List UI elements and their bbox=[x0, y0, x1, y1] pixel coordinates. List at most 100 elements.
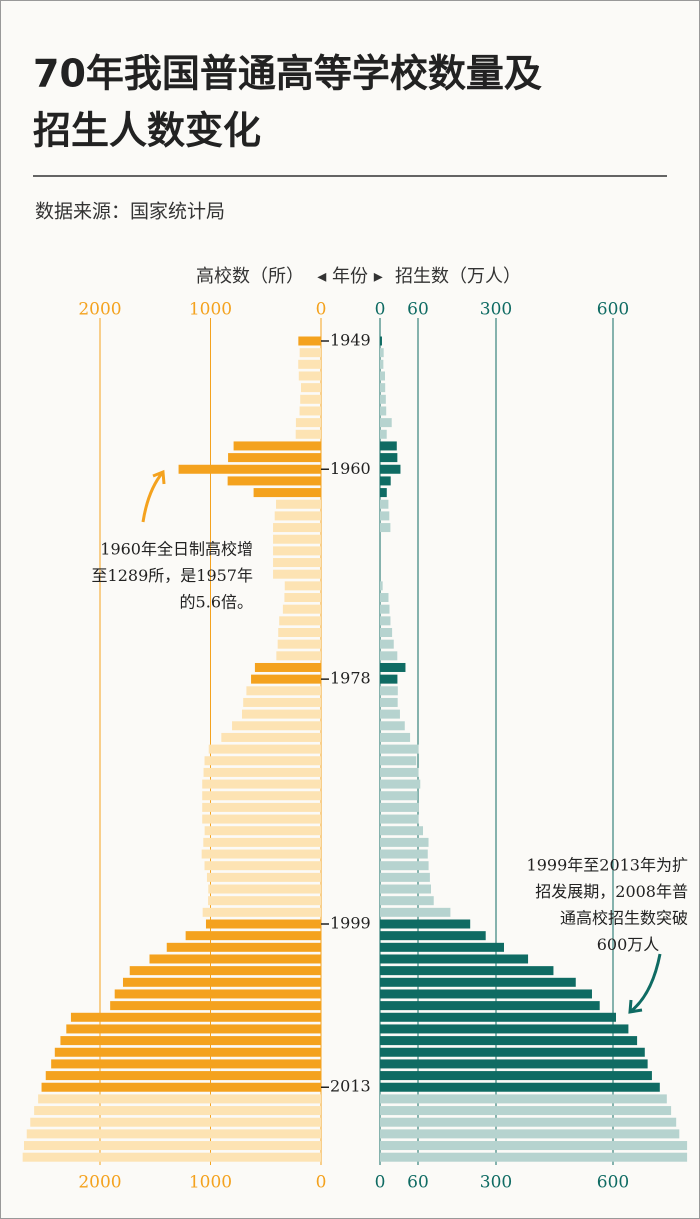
y-tick-label: 2013 bbox=[330, 1077, 371, 1096]
bar bbox=[380, 1036, 638, 1046]
bar bbox=[51, 1059, 322, 1069]
bar bbox=[54, 1047, 321, 1057]
bar bbox=[299, 348, 321, 358]
bar bbox=[253, 488, 321, 498]
bar bbox=[22, 1152, 322, 1162]
bar bbox=[70, 1012, 321, 1022]
bar bbox=[380, 628, 393, 637]
bar bbox=[380, 849, 428, 859]
bar bbox=[279, 616, 321, 626]
bar bbox=[380, 441, 397, 451]
bar bbox=[273, 569, 321, 579]
bar bbox=[380, 604, 390, 614]
bar bbox=[380, 651, 398, 661]
bar bbox=[41, 1082, 321, 1092]
bar bbox=[38, 1094, 322, 1104]
bar bbox=[277, 639, 321, 649]
bar bbox=[380, 989, 592, 999]
plot: 0 0 1000 1000 2000 2000 0 0 60 60 300 300 600 600 1949… bbox=[22, 300, 688, 1193]
bar bbox=[380, 744, 419, 754]
bar bbox=[380, 1094, 667, 1104]
bar bbox=[202, 814, 321, 824]
x-tick-label: 0 bbox=[316, 300, 327, 320]
bar bbox=[380, 476, 391, 486]
bar bbox=[34, 1106, 321, 1116]
left-axis-label: 高校数（所） bbox=[196, 266, 304, 287]
bar bbox=[380, 896, 434, 906]
bar bbox=[380, 1001, 600, 1011]
bar bbox=[380, 779, 421, 789]
bar bbox=[380, 1117, 677, 1127]
bar bbox=[380, 511, 390, 521]
x2-tick-label: 0 bbox=[375, 1173, 386, 1193]
source: 数据来源：国家统计局 bbox=[35, 201, 225, 223]
bar bbox=[380, 826, 424, 836]
bar bbox=[380, 756, 417, 766]
bar bbox=[380, 732, 411, 742]
bar bbox=[203, 767, 321, 777]
bar bbox=[380, 919, 471, 929]
bar bbox=[273, 534, 321, 544]
bar bbox=[208, 884, 321, 894]
bar bbox=[122, 977, 321, 987]
x-tick-label: 2000 bbox=[78, 300, 121, 320]
bar bbox=[380, 1024, 629, 1034]
bar bbox=[273, 546, 321, 556]
bar bbox=[380, 464, 401, 474]
bar bbox=[273, 558, 321, 568]
bar bbox=[298, 336, 321, 346]
bar bbox=[295, 418, 321, 428]
bar bbox=[221, 732, 321, 742]
bar bbox=[241, 709, 321, 719]
annotation: 至1289所，是1957年 bbox=[92, 566, 253, 585]
bar bbox=[380, 371, 386, 381]
bar bbox=[129, 966, 321, 976]
bar bbox=[380, 767, 419, 777]
bar bbox=[380, 872, 430, 882]
bar bbox=[380, 1012, 617, 1022]
bar bbox=[66, 1024, 321, 1034]
bar bbox=[273, 523, 321, 533]
annotation: 1999年至2013年为扩 bbox=[527, 856, 688, 875]
bar bbox=[243, 697, 321, 707]
chart-title-2: 招生人数变化 bbox=[33, 109, 261, 153]
bar bbox=[380, 593, 389, 603]
bar bbox=[380, 686, 398, 696]
bar bbox=[380, 499, 389, 509]
annotation: 1960年全日制高校增 bbox=[100, 540, 253, 559]
bar bbox=[278, 628, 321, 637]
bar bbox=[201, 849, 321, 859]
bar bbox=[251, 674, 321, 684]
x-tick-label: 1000 bbox=[189, 1173, 232, 1193]
bar bbox=[203, 837, 321, 847]
bar bbox=[204, 861, 321, 871]
bar bbox=[380, 523, 391, 533]
bar bbox=[380, 406, 387, 416]
bar bbox=[202, 791, 321, 801]
bar bbox=[380, 1047, 645, 1057]
bar bbox=[298, 359, 321, 369]
bar bbox=[274, 511, 321, 521]
bar bbox=[284, 593, 321, 603]
bar bbox=[380, 348, 384, 358]
bar bbox=[206, 872, 321, 882]
bar bbox=[380, 954, 529, 964]
bar bbox=[380, 1106, 672, 1116]
bar bbox=[380, 418, 392, 428]
bar bbox=[380, 1152, 688, 1162]
bar bbox=[380, 837, 429, 847]
bar bbox=[380, 931, 486, 941]
bar bbox=[380, 1082, 660, 1092]
bar bbox=[380, 907, 451, 917]
bar bbox=[380, 394, 386, 404]
bar bbox=[380, 942, 504, 952]
bar bbox=[204, 756, 321, 766]
bar bbox=[282, 604, 321, 614]
bar bbox=[380, 861, 429, 871]
bar bbox=[232, 721, 321, 731]
bar bbox=[380, 639, 394, 649]
bar bbox=[380, 453, 398, 463]
annotation: 的5.6倍。 bbox=[180, 593, 253, 612]
x2-tick-label: 0 bbox=[375, 300, 386, 320]
